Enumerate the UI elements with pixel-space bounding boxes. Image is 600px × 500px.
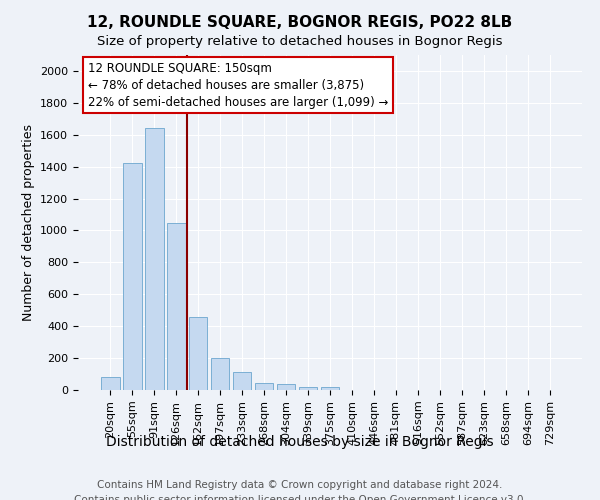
- Text: Contains public sector information licensed under the Open Government Licence v3: Contains public sector information licen…: [74, 495, 526, 500]
- Bar: [189, 316, 208, 390]
- Bar: [123, 164, 142, 390]
- Bar: [211, 358, 229, 390]
- Text: Size of property relative to detached houses in Bognor Regis: Size of property relative to detached ho…: [97, 35, 503, 48]
- Text: Contains HM Land Registry data © Crown copyright and database right 2024.: Contains HM Land Registry data © Crown c…: [97, 480, 503, 490]
- Bar: [233, 372, 251, 390]
- Text: 12 ROUNDLE SQUARE: 150sqm
← 78% of detached houses are smaller (3,875)
22% of se: 12 ROUNDLE SQUARE: 150sqm ← 78% of detac…: [88, 62, 388, 108]
- Bar: [255, 383, 274, 390]
- Bar: [277, 384, 295, 390]
- Text: Distribution of detached houses by size in Bognor Regis: Distribution of detached houses by size …: [106, 435, 494, 449]
- Bar: [101, 377, 119, 390]
- Bar: [299, 387, 317, 390]
- Bar: [167, 222, 185, 390]
- Text: 12, ROUNDLE SQUARE, BOGNOR REGIS, PO22 8LB: 12, ROUNDLE SQUARE, BOGNOR REGIS, PO22 8…: [88, 15, 512, 30]
- Y-axis label: Number of detached properties: Number of detached properties: [22, 124, 35, 321]
- Bar: [145, 128, 164, 390]
- Bar: [320, 387, 340, 390]
